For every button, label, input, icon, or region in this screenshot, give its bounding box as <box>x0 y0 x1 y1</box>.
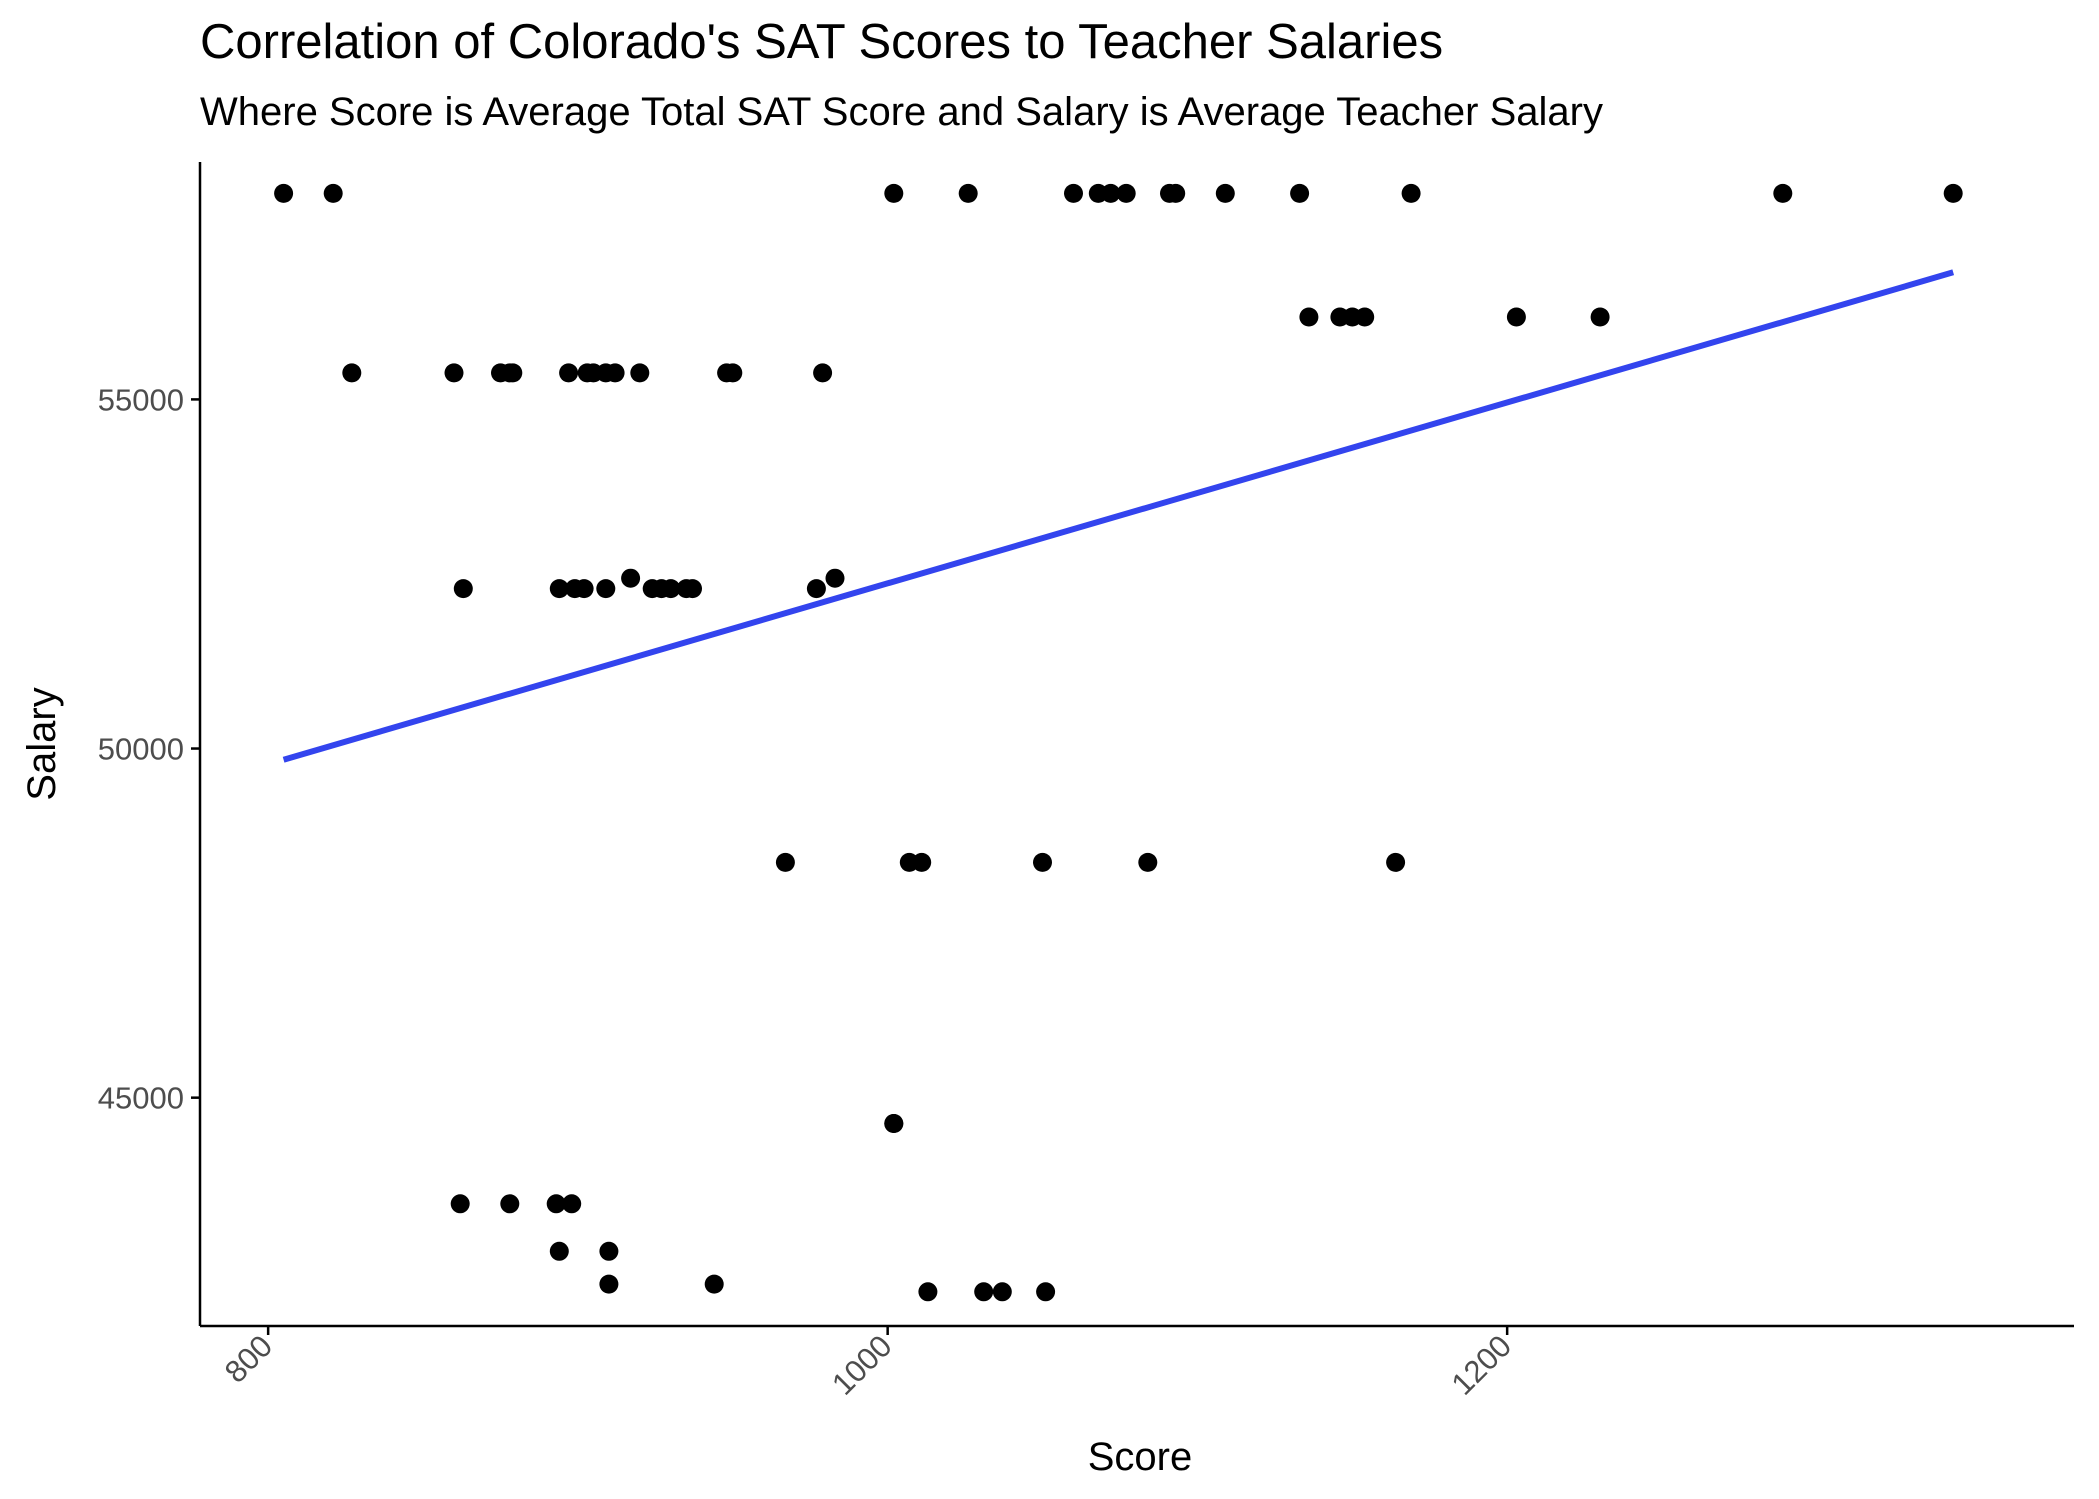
data-point <box>825 568 845 588</box>
data-point <box>1116 183 1136 203</box>
data-point <box>974 1282 994 1302</box>
data-point <box>605 363 625 383</box>
x-tick-label: 800 <box>218 1328 279 1389</box>
data-point <box>1166 183 1186 203</box>
y-axis-title: Salary <box>20 687 64 800</box>
data-point <box>661 579 681 599</box>
data-point <box>1299 307 1319 327</box>
data-point <box>549 1241 569 1261</box>
y-tick-label: 45000 <box>98 1081 184 1116</box>
chart-subtitle: Where Score is Average Total SAT Score a… <box>200 90 1603 134</box>
y-tick-label: 50000 <box>98 732 184 767</box>
data-point <box>630 363 650 383</box>
data-point <box>1064 183 1083 203</box>
data-point <box>958 183 978 203</box>
axes-layer <box>198 162 2074 1328</box>
x-tick-label: 1200 <box>1445 1328 1519 1402</box>
data-point <box>1101 183 1121 203</box>
data-point <box>453 579 473 599</box>
data-point <box>1138 852 1158 872</box>
data-point <box>1401 183 1421 203</box>
data-point <box>559 363 579 383</box>
data-point <box>274 183 294 203</box>
data-point <box>1036 1282 1056 1302</box>
data-point <box>1506 307 1526 327</box>
x-axis-title: Score <box>1088 1435 1193 1479</box>
data-point <box>992 1282 1012 1302</box>
data-point <box>596 579 616 599</box>
data-point <box>1033 852 1052 872</box>
data-point <box>450 1194 470 1214</box>
data-point <box>912 852 932 872</box>
x-tick-label: 1000 <box>825 1328 899 1402</box>
data-point <box>503 363 523 383</box>
data-point <box>813 363 833 383</box>
data-point <box>1355 307 1375 327</box>
ticks-layer: 45000 50000 55000 800 1000 1200 <box>98 382 1518 1401</box>
data-point <box>775 852 795 872</box>
data-point <box>1943 183 1963 203</box>
data-point <box>599 1241 619 1261</box>
data-point <box>884 1114 904 1133</box>
data-point <box>1215 183 1235 203</box>
trend-layer <box>282 269 1955 763</box>
data-point <box>549 579 569 599</box>
data-point <box>1290 183 1310 203</box>
data-point <box>562 1194 582 1214</box>
data-point <box>599 1274 619 1294</box>
data-point <box>683 579 702 599</box>
data-point <box>884 183 904 203</box>
y-tick-label: 55000 <box>98 382 184 417</box>
data-point <box>1773 183 1793 203</box>
data-point <box>704 1274 724 1294</box>
data-point <box>444 363 464 383</box>
data-point <box>1590 307 1610 327</box>
trend-line <box>282 269 1955 763</box>
data-point <box>806 579 826 599</box>
data-point <box>621 568 641 588</box>
data-point <box>546 1194 566 1214</box>
data-point <box>323 183 343 203</box>
points-layer <box>274 183 1963 1302</box>
chart-title: Correlation of Colorado's SAT Scores to … <box>200 15 1444 69</box>
data-point <box>1386 852 1406 872</box>
data-point <box>574 579 594 599</box>
data-point <box>500 1194 520 1214</box>
data-point <box>918 1282 938 1302</box>
data-point <box>342 363 362 383</box>
data-point <box>723 363 743 383</box>
